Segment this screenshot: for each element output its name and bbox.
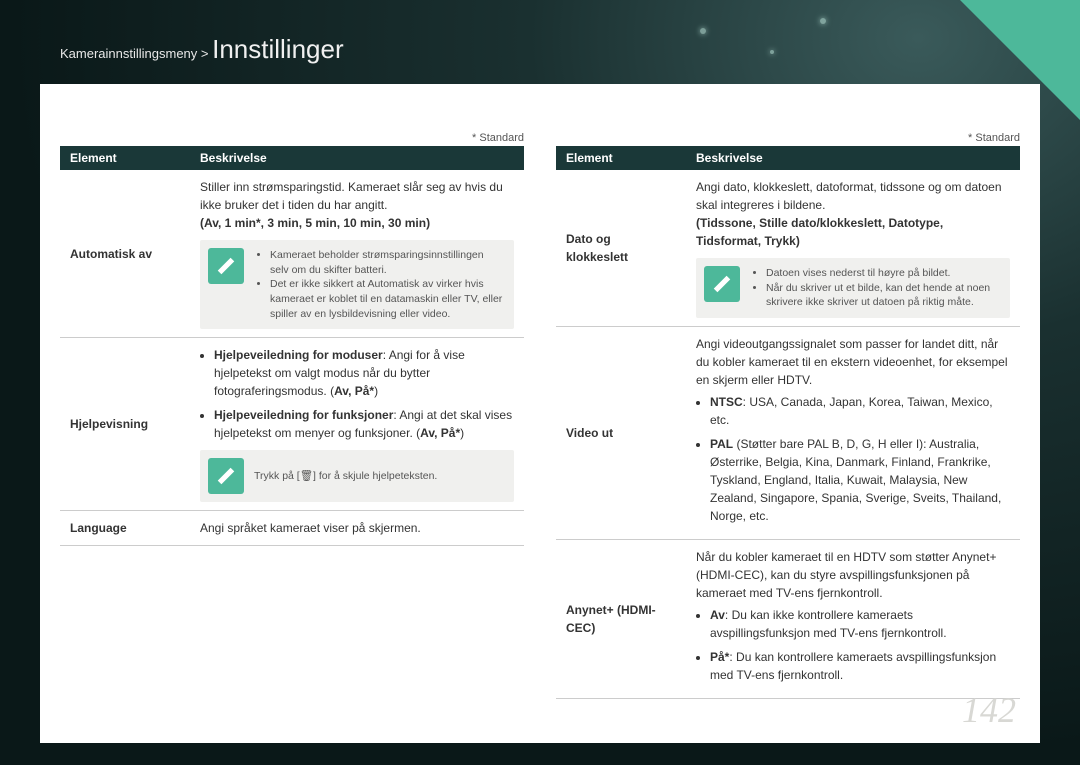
settings-table-right: Element Beskrivelse Dato og klokkeslett … bbox=[556, 146, 1020, 699]
left-column: * Standard Element Beskrivelse Automatis… bbox=[60, 132, 524, 743]
row-label: Automatisk av bbox=[60, 170, 190, 338]
row-desc: Stiller inn strømsparingstid. Kameraet s… bbox=[190, 170, 524, 338]
note-box: Datoen vises nederst til høyre på bildet… bbox=[696, 258, 1010, 318]
table-row: Anynet+ (HDMI-CEC) Når du kobler kamerae… bbox=[556, 540, 1020, 699]
page-title: Innstillinger bbox=[212, 34, 344, 64]
col-header-element: Element bbox=[556, 146, 686, 170]
row-label: Language bbox=[60, 511, 190, 546]
sparkle-decoration bbox=[770, 50, 774, 54]
sparkle-decoration bbox=[820, 18, 826, 24]
note-box: Trykk på [🗑] for å skjule hjelpeteksten. bbox=[200, 450, 514, 502]
row-desc: Når du kobler kameraet til en HDTV som s… bbox=[686, 540, 1020, 699]
row-desc: Angi språket kameraet viser på skjermen. bbox=[190, 511, 524, 546]
col-header-element: Element bbox=[60, 146, 190, 170]
pen-icon bbox=[208, 248, 244, 284]
row-desc: Hjelpeveiledning for moduser: Angi for å… bbox=[190, 338, 524, 511]
breadcrumb-prefix: Kamerainnstillingsmeny > bbox=[60, 46, 208, 61]
page-number: 142 bbox=[962, 689, 1016, 731]
right-column: * Standard Element Beskrivelse Dato og k… bbox=[556, 132, 1020, 743]
table-row: Video ut Angi videoutgangssignalet som p… bbox=[556, 327, 1020, 540]
standard-note: * Standard bbox=[556, 132, 1020, 144]
col-header-desc: Beskrivelse bbox=[190, 146, 524, 170]
row-label: Video ut bbox=[556, 327, 686, 540]
pen-icon bbox=[704, 266, 740, 302]
row-label: Dato og klokkeslett bbox=[556, 170, 686, 327]
row-desc: Angi videoutgangssignalet som passer for… bbox=[686, 327, 1020, 540]
pen-icon bbox=[208, 458, 244, 494]
row-label: Anynet+ (HDMI-CEC) bbox=[556, 540, 686, 699]
col-header-desc: Beskrivelse bbox=[686, 146, 1020, 170]
sparkle-decoration bbox=[700, 28, 706, 34]
breadcrumb: Kamerainnstillingsmeny > Innstillinger bbox=[60, 34, 344, 65]
row-desc: Angi dato, klokkeslett, datoformat, tids… bbox=[686, 170, 1020, 327]
page-content: * Standard Element Beskrivelse Automatis… bbox=[40, 84, 1040, 743]
note-box: Kameraet beholder strømsparingsinnstilli… bbox=[200, 240, 514, 329]
table-row: Language Angi språket kameraet viser på … bbox=[60, 511, 524, 546]
table-row: Dato og klokkeslett Angi dato, klokkesle… bbox=[556, 170, 1020, 327]
row-label: Hjelpevisning bbox=[60, 338, 190, 511]
table-row: Automatisk av Stiller inn strømsparingst… bbox=[60, 170, 524, 338]
table-row: Hjelpevisning Hjelpeveiledning for modus… bbox=[60, 338, 524, 511]
settings-table-left: Element Beskrivelse Automatisk av Stille… bbox=[60, 146, 524, 546]
standard-note: * Standard bbox=[60, 132, 524, 144]
